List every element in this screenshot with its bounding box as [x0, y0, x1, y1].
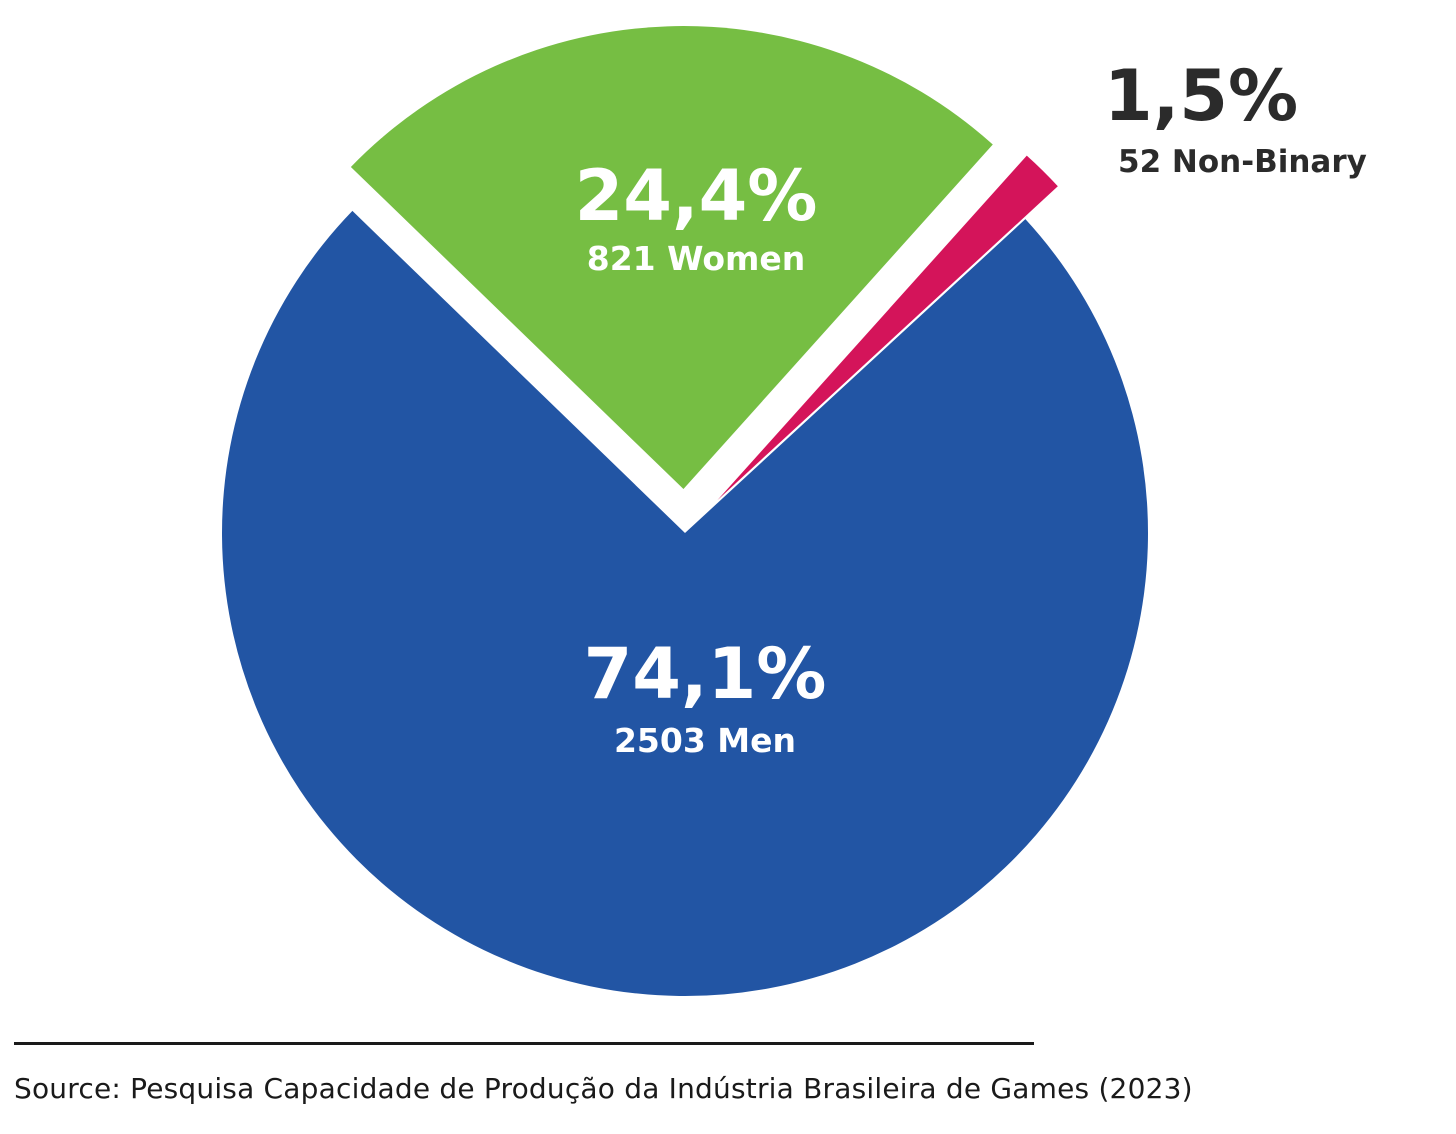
- source-divider: [14, 1042, 1034, 1045]
- non-binary-count-label: 52 Non-Binary: [1118, 144, 1367, 180]
- slice-label-non-binary: 1,5% 52 Non-Binary: [1104, 55, 1367, 180]
- slice-women: [350, 26, 993, 490]
- slice-men: [222, 210, 1149, 997]
- women-percent-label: 24,4%: [575, 155, 818, 237]
- women-count-label: 821 Women: [587, 239, 806, 278]
- men-percent-label: 74,1%: [584, 633, 827, 715]
- pie-slices: [222, 26, 1149, 997]
- slice-label-women: 24,4% 821 Women: [575, 155, 818, 278]
- slice-non-binary: [717, 155, 1058, 501]
- source-note: Source: Pesquisa Capacidade de Produção …: [14, 1072, 1193, 1105]
- slice-label-men: 74,1% 2503 Men: [584, 633, 827, 760]
- non-binary-percent-label: 1,5%: [1104, 55, 1298, 137]
- men-count-label: 2503 Men: [614, 721, 796, 760]
